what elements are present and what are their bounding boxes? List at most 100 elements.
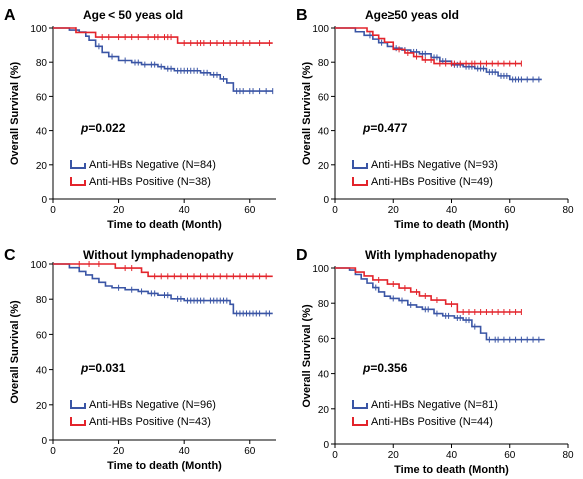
- y-tick-label: 20: [36, 401, 48, 412]
- y-tick-label: 60: [318, 92, 330, 103]
- panel-c: C Without lymphadenopathy 0 20 40 60 80 100 0 20 4…: [0, 240, 291, 479]
- y-tick-label: 80: [318, 58, 330, 69]
- x-tick-label: 60: [244, 205, 256, 216]
- x-axis-label: Time to death (Month): [107, 460, 222, 472]
- legend-label: Anti-HBs Positive (N=49): [371, 176, 493, 188]
- p-value-text: p=0.356: [362, 361, 408, 375]
- survival-curve: [335, 267, 522, 313]
- x-tick-label: 80: [562, 450, 574, 461]
- survival-curve: [335, 27, 542, 81]
- x-tick-label: 80: [562, 205, 574, 216]
- p-value-symbol: p: [80, 361, 88, 375]
- km-plot-c: C Without lymphadenopathy 0 20 40 60 80 100 0 20 4…: [4, 247, 276, 472]
- x-axis-label: Time to death (Month): [394, 219, 509, 231]
- y-tick-label: 0: [41, 436, 47, 447]
- legend-label: Anti-HBs Negative (N=93): [371, 159, 498, 171]
- series-negative: [335, 267, 545, 343]
- y-tick-label: 0: [323, 195, 329, 206]
- legend-label: Anti-HBs Positive (N=44): [371, 416, 493, 428]
- y-tick-label: 100: [30, 24, 47, 35]
- p-value-text: p=0.022: [80, 121, 126, 135]
- legend-swatch: [70, 400, 86, 409]
- x-tick-label: 0: [50, 205, 56, 216]
- p-value-number: =0.356: [370, 361, 407, 375]
- y-axis-label: Overall Survival (%): [9, 300, 21, 404]
- legend-swatch: [70, 160, 86, 169]
- y-tick-label: 0: [41, 195, 47, 206]
- chart-title: Age≥50 yeas old: [365, 8, 459, 22]
- y-tick-label: 20: [318, 405, 330, 416]
- y-axis-label: Overall Survival (%): [301, 62, 313, 166]
- y-tick-label: 40: [36, 366, 48, 377]
- legend-label: Anti-HBs Positive (N=43): [89, 416, 211, 428]
- y-tick-label: 40: [318, 127, 330, 138]
- y-tick-label: 0: [323, 440, 329, 451]
- p-value-number: =0.477: [370, 121, 407, 135]
- x-tick-label: 20: [113, 446, 125, 457]
- series-negative: [53, 263, 273, 317]
- panel-a: A Age < 50 yeas old 0 20 40 60 80 100 0 20 40 60 Tim…: [0, 0, 291, 239]
- y-tick-label: 60: [36, 330, 48, 341]
- panel-letter: D: [296, 247, 308, 264]
- survival-curve: [53, 263, 273, 278]
- chart-title: Age < 50 yeas old: [83, 8, 183, 22]
- survival-curve: [335, 27, 522, 65]
- x-tick-label: 20: [113, 205, 125, 216]
- y-axis-label: Overall Survival (%): [9, 62, 21, 166]
- y-tick-label: 80: [318, 299, 330, 310]
- y-tick-label: 60: [36, 92, 48, 103]
- x-axis-label: Time to death (Month): [394, 464, 509, 476]
- panel-letter: C: [4, 247, 16, 264]
- p-value-text: p=0.031: [80, 361, 126, 375]
- legend-swatch: [70, 417, 86, 426]
- km-plot-d: D With lymphadenopathy 0 20 40 60 80 100 0 20 40 60…: [296, 247, 574, 476]
- x-tick-label: 0: [332, 205, 338, 216]
- panel-letter: A: [4, 7, 16, 24]
- p-value-number: =0.031: [88, 361, 125, 375]
- panel-letter: B: [296, 7, 308, 24]
- x-axis-label: Time to death (Month): [107, 219, 222, 231]
- survival-curve: [53, 263, 273, 315]
- p-value-symbol: p: [80, 121, 88, 135]
- y-tick-label: 100: [312, 24, 329, 35]
- survival-curve: [335, 267, 545, 341]
- y-tick-label: 40: [318, 370, 330, 381]
- y-tick-label: 60: [318, 334, 330, 345]
- survival-curve: [53, 27, 273, 44]
- y-tick-label: 20: [318, 161, 330, 172]
- legend-label: Anti-HBs Positive (N=38): [89, 176, 211, 188]
- y-tick-label: 100: [312, 264, 329, 275]
- legend-label: Anti-HBs Negative (N=81): [371, 399, 498, 411]
- panel-b: B Age≥50 yeas old 0 20 40 60 80 100 0 20 40 60 80 Tim…: [292, 0, 583, 239]
- p-value-symbol: p: [362, 121, 370, 135]
- y-tick-label: 100: [30, 260, 47, 271]
- y-tick-label: 40: [36, 127, 48, 138]
- x-tick-label: 20: [388, 450, 400, 461]
- y-tick-label: 20: [36, 161, 48, 172]
- x-tick-label: 0: [50, 446, 56, 457]
- legend-label: Anti-HBs Negative (N=84): [89, 159, 216, 171]
- x-tick-label: 40: [446, 450, 458, 461]
- chart-title: Without lymphadenopathy: [83, 248, 234, 262]
- legend-label: Anti-HBs Negative (N=96): [89, 399, 216, 411]
- legend-swatch: [70, 177, 86, 186]
- series-negative: [335, 27, 542, 83]
- panel-d: D With lymphadenopathy 0 20 40 60 80 100 0 20 40 60…: [292, 240, 583, 479]
- x-tick-label: 40: [446, 205, 458, 216]
- legend-swatch: [352, 177, 368, 186]
- y-axis-label: Overall Survival (%): [301, 304, 313, 408]
- chart-title: With lymphadenopathy: [365, 248, 497, 262]
- p-value-number: =0.022: [88, 121, 125, 135]
- legend-swatch: [352, 160, 368, 169]
- km-plot-b: B Age≥50 yeas old 0 20 40 60 80 100 0 20 40 60 80 Tim…: [296, 7, 574, 231]
- km-plot-a: A Age < 50 yeas old 0 20 40 60 80 100 0 20 40 60 Tim…: [4, 7, 276, 231]
- series-positive: [335, 27, 522, 67]
- x-tick-label: 0: [332, 450, 338, 461]
- x-tick-label: 60: [244, 446, 256, 457]
- x-tick-label: 60: [504, 450, 516, 461]
- legend-swatch: [352, 417, 368, 426]
- x-tick-label: 20: [388, 205, 400, 216]
- legend-swatch: [352, 400, 368, 409]
- series-positive: [53, 27, 273, 47]
- x-tick-label: 40: [179, 205, 191, 216]
